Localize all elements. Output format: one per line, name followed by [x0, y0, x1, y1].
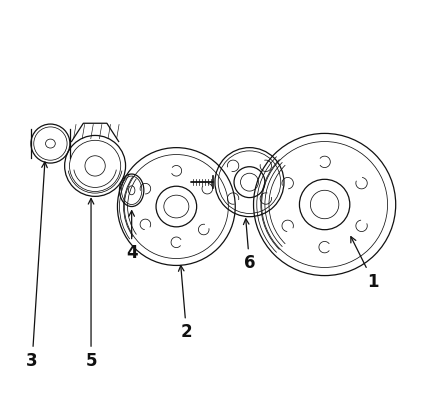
Text: 6: 6: [244, 219, 255, 272]
Text: 1: 1: [351, 237, 379, 291]
Text: 4: 4: [126, 211, 138, 262]
Text: 5: 5: [85, 198, 97, 370]
Text: 3: 3: [26, 162, 47, 370]
Text: 2: 2: [178, 265, 192, 342]
